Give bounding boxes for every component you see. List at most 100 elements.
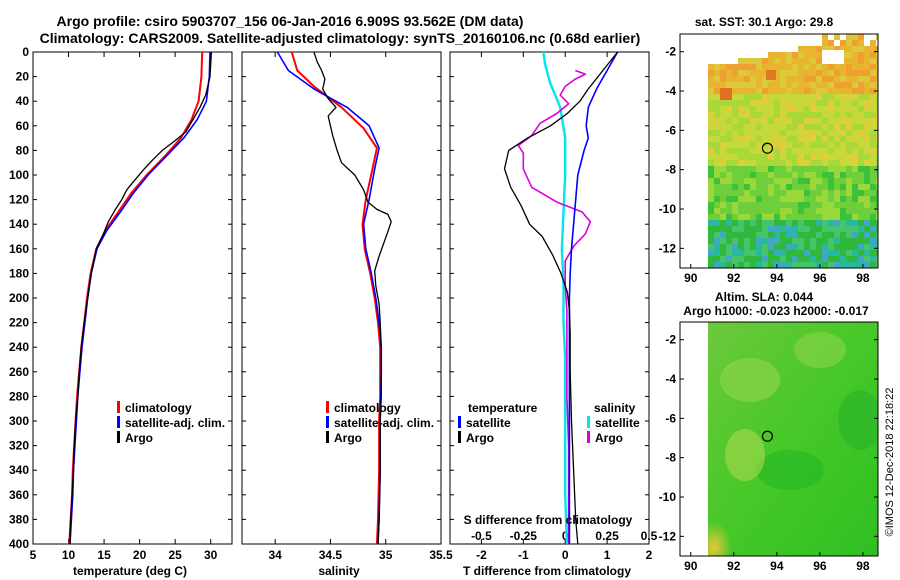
map-y-tick-label: -10 [659, 202, 677, 216]
legend2-satellite-swatch [326, 416, 329, 428]
depth-tick-label: 160 [9, 242, 29, 256]
temperature-climatology-line [68, 51, 204, 545]
s-difference-xlabel: S difference from climatology [464, 513, 633, 527]
depth-tick-label: 60 [16, 119, 30, 133]
map-x-tick-label: 94 [770, 559, 784, 573]
sla-argo-location-marker [761, 430, 774, 442]
x-tick-label: 0 [562, 548, 569, 562]
depth-tick-label: 80 [16, 143, 30, 157]
temperature-diff-argo-line [503, 51, 619, 545]
depth-tick-label: 0 [22, 45, 29, 59]
x-tick-label: 34.5 [319, 548, 343, 562]
temperature-axis-ticks: 5 10 15 20 25 30 [30, 52, 218, 562]
map-x-tick-label: 96 [813, 271, 827, 285]
x-tick-label: -0.25 [510, 529, 538, 543]
depth-tick-label: 40 [16, 94, 30, 108]
difference-panel: -2 -1 0 1 2 -0.5 -0.25 0 0.25 0.5 S difference f… [449, 51, 658, 578]
legend-satellite-swatch [117, 416, 120, 428]
temperature-diff-satellite-line [568, 51, 619, 544]
salinity-diff-satellite-line [542, 51, 569, 545]
x-tick-label: 0.25 [595, 529, 619, 543]
x-tick-label: 20 [133, 548, 147, 562]
depth-tick-label: 260 [9, 365, 29, 379]
depth-tick-label: 220 [9, 316, 29, 330]
temperature-argo-line [69, 51, 213, 545]
depth-axis-ticks: 0 20 40 60 80 100 120 140 160 180 200 220 240 260 280 3… [9, 45, 649, 551]
salinity-argo-line [313, 51, 392, 545]
temperature-xlabel: temperature (deg C) [73, 564, 187, 578]
salinity-climatology-line [290, 51, 382, 545]
salinity-diff-argo-line [517, 69, 592, 544]
x-tick-label: -2 [476, 548, 487, 562]
t-difference-xlabel: T difference from climatology [463, 564, 631, 578]
depth-tick-label: 380 [9, 512, 29, 526]
legend-t-satellite-swatch [458, 416, 461, 428]
x-tick-label: 25 [168, 548, 182, 562]
depth-tick-label: 360 [9, 488, 29, 502]
legend2-argo-label: Argo [334, 431, 362, 445]
legend-climatology-label: climatology [125, 401, 192, 415]
depth-tick-label: 180 [9, 266, 29, 280]
salinity-plot-frame [241, 51, 442, 545]
legend2-satellite-label: satellite-adj. clim. [334, 416, 434, 430]
difference-series [503, 51, 619, 545]
legend-s-argo-label: Argo [595, 431, 623, 445]
salinity-series [276, 51, 392, 545]
temperature-plot-frame [32, 51, 233, 545]
map-x-tick-label: 96 [813, 559, 827, 573]
x-tick-label: 5 [30, 548, 37, 562]
legend-s-satellite-swatch [587, 416, 590, 428]
x-tick-label: -1 [518, 548, 529, 562]
depth-tick-label: 20 [16, 70, 30, 84]
map-x-tick-label: 90 [684, 559, 698, 573]
map-x-tick-label: 92 [727, 559, 741, 573]
map-y-tick-label: -12 [659, 241, 677, 255]
difference-plot-frame [449, 51, 650, 545]
legend2-argo-swatch [326, 431, 329, 443]
legend2-climatology-swatch [326, 401, 329, 413]
x-tick-label: 15 [97, 548, 111, 562]
map-y-tick-label: -2 [665, 333, 676, 347]
map-y-tick-label: -12 [659, 529, 677, 543]
temperature-panel: 0204060801001201401601802002202402602803… [9, 45, 649, 578]
sla-map-subtitle: Argo h1000: -0.023 h2000: -0.017 [683, 304, 869, 318]
map-x-tick-label: 92 [727, 271, 741, 285]
sla-heatmap [680, 322, 878, 556]
x-tick-label: 0 [562, 529, 569, 543]
map-y-tick-label: -4 [665, 84, 676, 98]
sla-map-ticks: 90 92 94 96 98 -2 -4 -6 -8 -10 -12 [659, 333, 878, 573]
sst-map-panel: sat. SST: 30.1 Argo: 29.8 90 92 94 96 98 -2 -4… [659, 15, 879, 285]
map-x-tick-label: 98 [856, 559, 870, 573]
map-y-tick-label: -2 [665, 45, 676, 59]
legend-climatology-swatch [117, 401, 120, 413]
legend-argo-label: Argo [125, 431, 153, 445]
difference-legend: temperature salinity satellite Argo sate… [458, 401, 640, 445]
sst-map-frame [679, 33, 879, 269]
map-x-tick-label: 98 [856, 271, 870, 285]
legend2-climatology-label: climatology [334, 401, 401, 415]
legend-salinity-header: salinity [594, 401, 636, 415]
depth-tick-label: 320 [9, 439, 29, 453]
legend-s-satellite-label: satellite [595, 416, 640, 430]
temperature-series [68, 51, 213, 545]
sst-heatmap [680, 34, 878, 268]
depth-tick-label: 340 [9, 463, 29, 477]
salinity-panel: 34 34.5 35 35.5 salinity climatology satell… [241, 51, 453, 578]
sst-map-ticks: 90 92 94 96 98 -2 -4 -6 -8 -10 -12 [659, 45, 878, 285]
x-tick-label: 35.5 [429, 548, 453, 562]
sla-map-title: Altim. SLA: 0.044 [715, 290, 813, 304]
salinity-legend: climatology satellite-adj. clim. Argo [326, 401, 434, 445]
salinity-axis-ticks: 34 34.5 35 35.5 [268, 52, 453, 562]
imos-credit: ©IMOS 12-Dec-2018 22:18:22 [884, 388, 896, 537]
map-y-tick-label: -8 [665, 163, 676, 177]
legend-t-satellite-label: satellite [466, 416, 511, 430]
depth-tick-label: 120 [9, 193, 29, 207]
depth-tick-label: 200 [9, 291, 29, 305]
map-y-tick-label: -8 [665, 451, 676, 465]
map-y-tick-label: -6 [665, 123, 676, 137]
depth-tick-label: 300 [9, 414, 29, 428]
depth-tick-label: 240 [9, 340, 29, 354]
x-tick-label: 10 [62, 548, 76, 562]
x-tick-label: 35 [379, 548, 393, 562]
